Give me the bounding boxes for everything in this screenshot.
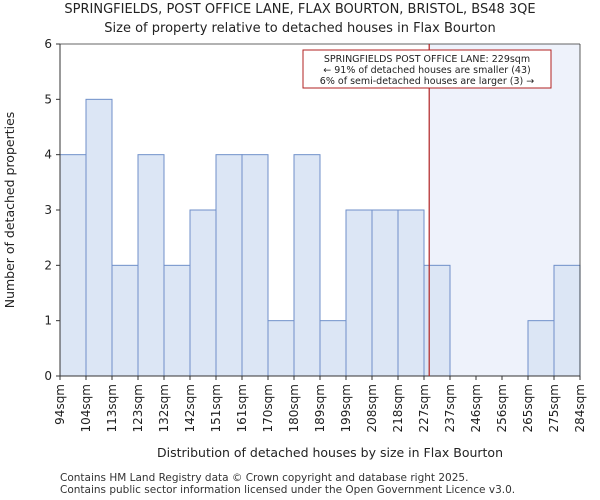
x-tick-label: 113sqm <box>105 384 119 432</box>
x-tick-label: 170sqm <box>261 384 275 432</box>
histogram-bar <box>85 98 113 377</box>
x-tick-label: 218sqm <box>391 384 405 432</box>
footer-copyright: Contains HM Land Registry data © Crown c… <box>60 472 469 484</box>
histogram-bar <box>189 209 217 377</box>
x-tick-label: 208sqm <box>365 384 379 432</box>
histogram-bar <box>293 154 321 377</box>
x-tick-label: 246sqm <box>469 384 483 432</box>
x-axis-label: Distribution of detached houses by size … <box>157 445 503 460</box>
histogram-bar <box>371 209 399 377</box>
annotation-text: 6% of semi-detached houses are larger (3… <box>320 76 534 87</box>
x-tick-label: 265sqm <box>521 384 535 432</box>
x-tick-label: 275sqm <box>547 384 561 432</box>
y-tick-label: 4 <box>44 148 52 162</box>
annotation-text: SPRINGFIELDS POST OFFICE LANE: 229sqm <box>324 54 530 65</box>
histogram-bar <box>137 154 165 377</box>
y-axis-label: Number of detached properties <box>2 112 17 309</box>
histogram-bar <box>59 154 87 377</box>
histogram-bar <box>345 209 373 377</box>
x-tick-label: 284sqm <box>573 384 587 432</box>
footer-licence: Contains public sector information licen… <box>60 484 516 496</box>
x-tick-label: 94sqm <box>53 384 67 425</box>
histogram-bar <box>319 320 347 377</box>
x-tick-label: 227sqm <box>417 384 431 432</box>
x-tick-label: 142sqm <box>183 384 197 432</box>
histogram-bar <box>423 264 451 377</box>
histogram-bar <box>215 154 243 377</box>
annotation-text: ← 91% of detached houses are smaller (43… <box>323 65 530 76</box>
histogram-bar <box>267 320 295 377</box>
chart-subtitle: Size of property relative to detached ho… <box>104 21 496 36</box>
y-tick-label: 2 <box>44 258 52 272</box>
y-tick-label: 6 <box>44 37 52 51</box>
x-tick-label: 189sqm <box>313 384 327 432</box>
x-tick-label: 180sqm <box>287 384 301 432</box>
histogram-bar <box>111 264 139 377</box>
x-tick-label: 104sqm <box>79 384 93 432</box>
x-tick-label: 199sqm <box>339 384 353 432</box>
histogram-bar <box>163 264 191 377</box>
x-tick-label: 151sqm <box>209 384 223 432</box>
histogram-bar <box>527 320 555 377</box>
y-tick-label: 5 <box>44 92 52 106</box>
histogram-bar <box>397 209 425 377</box>
y-tick-label: 0 <box>44 369 52 383</box>
x-tick-label: 132sqm <box>157 384 171 432</box>
x-tick-label: 237sqm <box>443 384 457 432</box>
y-tick-label: 3 <box>44 203 52 217</box>
y-tick-label: 1 <box>44 314 52 328</box>
annotation-box <box>302 49 552 89</box>
histogram-bar <box>241 154 269 377</box>
x-tick-label: 161sqm <box>235 384 249 432</box>
x-tick-label: 256sqm <box>495 384 509 432</box>
chart-title: SPRINGFIELDS, POST OFFICE LANE, FLAX BOU… <box>64 2 536 17</box>
histogram-bar <box>553 264 581 377</box>
x-tick-label: 123sqm <box>131 384 145 432</box>
